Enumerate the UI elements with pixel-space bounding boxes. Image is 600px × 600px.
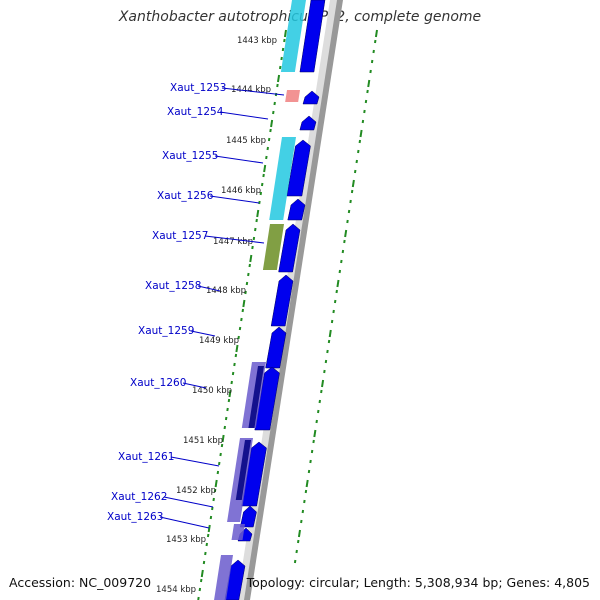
gene-leader-line xyxy=(209,195,260,204)
kbp-label: 1445 kbp xyxy=(226,136,266,146)
inner-tick-mark xyxy=(221,434,225,443)
gene-leader-line xyxy=(221,87,285,96)
kbp-label: 1451 kbp xyxy=(183,436,223,446)
gene-arrow xyxy=(270,274,294,327)
feature-block xyxy=(262,224,284,270)
inner-tick-mark xyxy=(256,209,260,218)
outer-tick-mark xyxy=(336,279,340,288)
gene-arrow xyxy=(302,90,320,105)
gene-label: Xaut_1261 xyxy=(118,451,174,463)
outer-tick-mark xyxy=(374,29,378,38)
kbp-label: 1443 kbp xyxy=(237,36,277,46)
inner-tick-mark xyxy=(249,254,253,263)
inner-tick-mark xyxy=(214,479,218,488)
gene-label: Xaut_1257 xyxy=(152,230,208,242)
kbp-label: 1453 kbp xyxy=(166,535,206,545)
feature-block xyxy=(285,90,300,102)
inner-tick-mark xyxy=(242,299,246,308)
kbp-label: 1448 kbp xyxy=(206,286,246,296)
kbp-label: 1446 kbp xyxy=(221,186,261,196)
outer-tick-mark xyxy=(367,79,371,88)
kbp-label: 1449 kbp xyxy=(199,336,239,346)
outer-tick-mark xyxy=(297,529,301,538)
gene-arrow xyxy=(278,223,301,273)
outer-tick-mark xyxy=(305,479,309,488)
gene-label: Xaut_1253 xyxy=(170,82,226,94)
outer-tick-mark xyxy=(344,229,348,238)
feature-block xyxy=(231,524,245,540)
outer-tick-mark xyxy=(359,129,363,138)
feature-block xyxy=(248,366,264,428)
gene-label: Xaut_1256 xyxy=(157,190,214,202)
gene-leader-line xyxy=(159,516,210,529)
inner-tick-mark xyxy=(277,74,281,83)
gene-label: Xaut_1258 xyxy=(145,280,201,292)
inner-tick-mark xyxy=(228,389,232,398)
outer-tick-mark xyxy=(328,329,332,338)
outer-tick-mark xyxy=(313,429,317,438)
gene-leader-line xyxy=(170,456,220,467)
inner-tick-mark xyxy=(235,344,239,353)
gene-arrow xyxy=(299,115,317,131)
gene-arrow xyxy=(299,0,326,73)
gene-label: Xaut_1260 xyxy=(130,377,186,389)
gene-leader-line xyxy=(219,111,269,120)
gene-label: Xaut_1263 xyxy=(107,511,163,523)
feature-block xyxy=(269,137,296,220)
gene-leader-line xyxy=(190,330,216,337)
gene-leader-line xyxy=(163,496,214,508)
gene-track xyxy=(214,0,326,600)
gene-leader-line xyxy=(197,285,221,292)
inner-tick-mark xyxy=(207,524,211,533)
gene-arrow xyxy=(287,198,306,221)
kbp-label: 1450 kbp xyxy=(192,386,232,396)
topology-text: Topology: circular; Length: 5,308,934 bp… xyxy=(246,575,590,590)
inner-tick-mark xyxy=(283,29,287,38)
kbp-label: 1454 kbp xyxy=(156,585,196,595)
gene-arrow xyxy=(286,139,311,197)
feature-block xyxy=(214,555,233,600)
kbp-label: 1444 kbp xyxy=(231,85,271,95)
inner-tick-mark xyxy=(200,569,204,578)
gene-label: Xaut_1254 xyxy=(167,106,224,118)
backbone-shadow xyxy=(243,0,343,600)
label-layer: 1443 kbp 1444 kbp 1445 kbp 1446 kbp 1447 kbp… xyxy=(107,36,285,595)
inner-tick-mark xyxy=(270,119,274,128)
gene-label: Xaut_1262 xyxy=(111,491,167,503)
inner-tick-mark xyxy=(263,164,267,173)
gene-arrow xyxy=(265,326,287,369)
feature-block xyxy=(235,440,251,500)
gene-leader-line xyxy=(182,382,207,389)
kbp-label: 1452 kbp xyxy=(176,486,216,496)
feature-block xyxy=(280,0,306,72)
gene-label: Xaut_1259 xyxy=(138,325,194,337)
outer-tick-mark xyxy=(351,179,355,188)
outer-tick-mark xyxy=(321,379,325,388)
gene-label: Xaut_1255 xyxy=(162,150,218,162)
gene-leader-line xyxy=(204,235,265,244)
accession-text: Accession: NC_009720 xyxy=(9,575,152,590)
tick-track xyxy=(197,29,378,600)
gene-leader-line xyxy=(214,155,264,164)
kbp-label: 1447 kbp xyxy=(213,237,253,247)
